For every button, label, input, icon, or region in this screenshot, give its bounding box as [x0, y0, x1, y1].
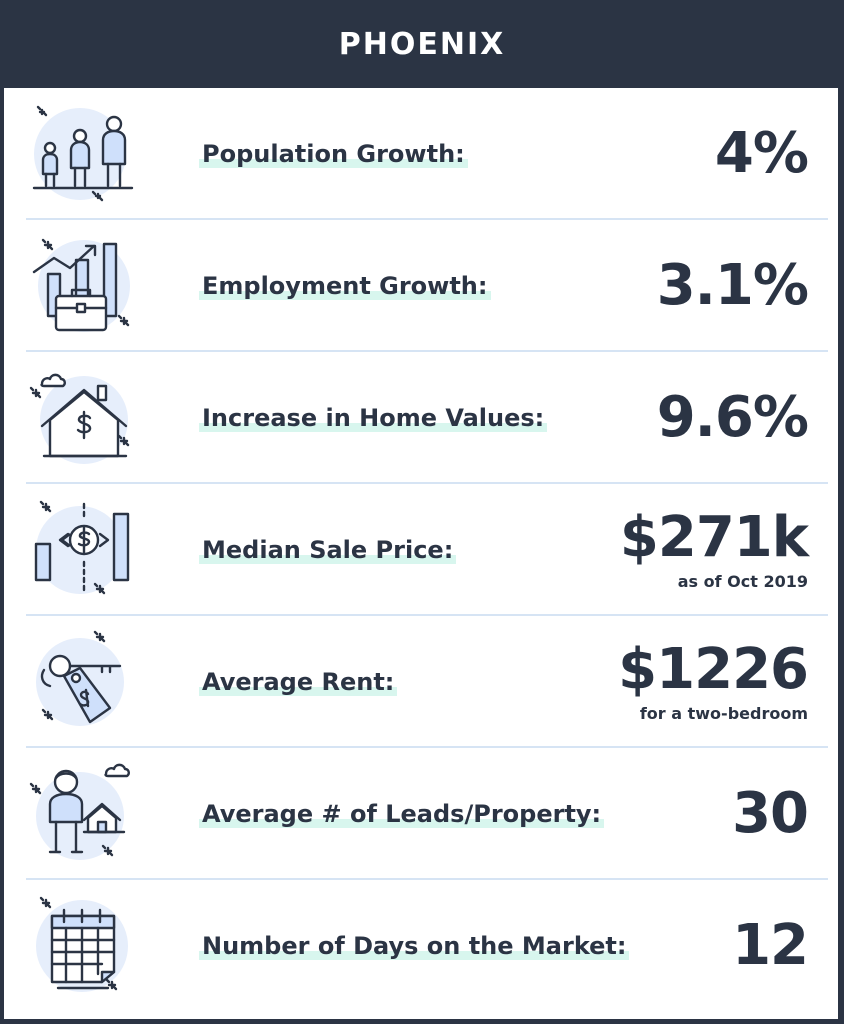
stat-label: Population Growth:: [199, 140, 468, 168]
page-title: PHOENIX: [338, 26, 506, 62]
people-icon: [28, 102, 138, 206]
stat-row-leads-per-property: Average # of Leads/Property: 30: [4, 748, 838, 880]
stat-value: 3.1%: [656, 253, 809, 318]
stat-value: 30: [732, 781, 809, 846]
row-divider: [26, 878, 828, 880]
stat-row-home-values: Increase in Home Values: 9.6%: [4, 352, 838, 484]
stat-row-employment-growth: Employment Growth: 3.1%: [4, 220, 838, 352]
stat-label: Number of Days on the Market:: [199, 932, 630, 960]
house-dollar-icon: [28, 366, 138, 470]
stat-row-days-on-market: Number of Days on the Market: 12: [4, 880, 838, 1012]
stat-note: as of Oct 2019: [677, 571, 808, 591]
stat-label: Employment Growth:: [199, 272, 491, 300]
stat-value: 12: [732, 913, 809, 978]
row-divider: [26, 746, 828, 748]
stat-value: $271k: [619, 504, 809, 570]
row-divider: [26, 614, 828, 616]
header-bar: PHOENIX: [0, 0, 844, 88]
stat-row-average-rent: Average Rent: $1226 for a two-bedroom: [4, 616, 838, 748]
price-bars-icon: [28, 498, 138, 602]
row-divider: [26, 350, 828, 352]
row-divider: [26, 218, 828, 220]
stat-label: Median Sale Price:: [199, 536, 457, 564]
stat-note: for a two-bedroom: [639, 703, 808, 723]
key-tag-icon: [28, 630, 138, 734]
briefcase-chart-icon: [28, 234, 138, 338]
stat-label: Average # of Leads/Property:: [199, 800, 605, 828]
stat-value: $1226: [618, 636, 809, 702]
stat-row-population-growth: Population Growth: 4%: [4, 88, 838, 220]
stat-label: Increase in Home Values:: [199, 404, 548, 432]
stats-panel: Population Growth: 4%: [4, 88, 838, 1019]
stat-value: 9.6%: [656, 385, 809, 450]
person-house-icon: [28, 762, 138, 866]
calendar-icon: [28, 894, 138, 998]
stat-label: Average Rent:: [199, 668, 398, 696]
stat-row-median-sale-price: Median Sale Price: $271k as of Oct 2019: [4, 484, 838, 616]
row-divider: [26, 482, 828, 484]
stat-value: 4%: [714, 121, 809, 186]
